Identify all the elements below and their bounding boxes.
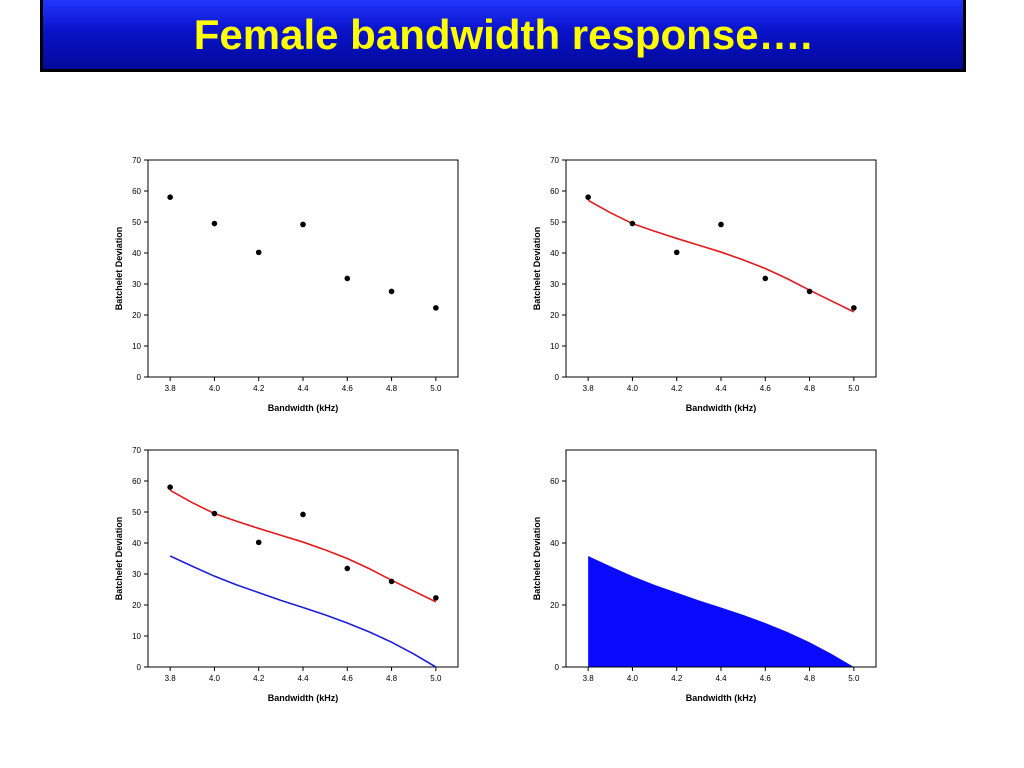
- data-point: [718, 221, 724, 228]
- x-tick-label: 4.8: [804, 674, 816, 683]
- y-axis-label: Batchelet Deviation: [532, 227, 542, 311]
- data-point: [211, 510, 218, 517]
- y-tick-label: 30: [132, 570, 141, 579]
- x-tick-label: 4.6: [342, 674, 354, 683]
- data-point: [629, 220, 636, 227]
- y-tick-label: 70: [550, 156, 559, 165]
- y-tick-label: 0: [137, 663, 142, 672]
- data-point: [388, 578, 395, 585]
- x-tick-label: 4.8: [386, 384, 398, 393]
- area-series-0: [588, 556, 854, 667]
- x-tick-label: 3.8: [165, 674, 177, 683]
- y-tick-label: 30: [132, 280, 141, 289]
- chart-top-left: 0 10 20 30 40 50 60 70 3.8 4.0 4.2 4.4 4.6 4.8 5.0 Band…: [114, 156, 459, 413]
- slide-title-bar: Female bandwidth response….: [40, 0, 966, 72]
- x-tick-label: 4.4: [297, 384, 309, 393]
- x-tick-label: 4.0: [209, 674, 221, 683]
- x-tick-label: 4.6: [760, 384, 772, 393]
- x-tick-label: 3.8: [583, 674, 595, 683]
- data-point: [762, 275, 769, 282]
- x-tick-label: 5.0: [848, 674, 860, 683]
- y-tick-label: 0: [137, 373, 142, 382]
- y-tick-label: 50: [550, 218, 559, 227]
- y-tick-label: 40: [550, 539, 559, 548]
- data-point: [806, 288, 813, 295]
- data-point: [585, 194, 591, 200]
- plot-frame: [147, 159, 459, 378]
- y-tick-label: 40: [132, 539, 141, 548]
- x-tick-label: 4.2: [671, 384, 683, 393]
- data-point: [255, 249, 262, 256]
- y-tick-label: 0: [555, 663, 560, 672]
- x-tick-label: 4.6: [760, 674, 772, 683]
- x-tick-label: 4.2: [253, 384, 265, 393]
- x-tick-label: 4.0: [209, 384, 221, 393]
- data-point: [255, 539, 262, 546]
- x-tick-label: 5.0: [430, 674, 442, 683]
- x-tick-label: 4.2: [253, 674, 265, 683]
- data-point: [673, 249, 680, 256]
- y-tick-label: 60: [132, 187, 141, 196]
- data-point: [211, 220, 218, 227]
- y-tick-label: 50: [132, 218, 141, 227]
- data-point: [300, 221, 306, 228]
- data-point: [851, 305, 857, 311]
- y-tick-label: 70: [132, 156, 141, 165]
- y-tick-label: 30: [550, 280, 559, 289]
- data-point: [167, 194, 173, 200]
- x-tick-label: 3.8: [583, 384, 595, 393]
- x-tick-label: 4.4: [715, 384, 727, 393]
- x-tick-label: 4.6: [342, 384, 354, 393]
- y-tick-label: 40: [132, 249, 141, 258]
- line-series-1: [169, 555, 437, 668]
- x-tick-label: 4.8: [386, 674, 398, 683]
- plot-frame: [565, 159, 877, 378]
- x-tick-label: 4.4: [715, 674, 727, 683]
- data-point: [167, 484, 173, 490]
- y-axis-label: Batchelet Deviation: [114, 227, 124, 311]
- x-tick-label: 4.8: [804, 384, 816, 393]
- x-tick-label: 4.0: [627, 674, 639, 683]
- y-axis-label: Batchelet Deviation: [532, 517, 542, 601]
- data-point: [344, 565, 351, 572]
- data-point: [344, 275, 351, 282]
- y-tick-label: 50: [132, 508, 141, 517]
- y-tick-label: 10: [132, 632, 141, 641]
- data-point: [388, 288, 395, 295]
- y-tick-label: 60: [550, 477, 559, 486]
- x-tick-label: 4.2: [671, 674, 683, 683]
- chart-bottom-right: 0 20 40 60 3.8 4.0 4.2 4.4 4.6 4.8 5.0 Bandwidth (k…: [532, 449, 877, 703]
- line-series-0: [587, 199, 855, 313]
- data-point: [433, 595, 439, 601]
- y-tick-label: 60: [132, 477, 141, 486]
- slide-title: Female bandwidth response….: [193, 10, 813, 58]
- y-tick-label: 60: [550, 187, 559, 196]
- x-tick-label: 3.8: [165, 384, 177, 393]
- x-axis-label: Bandwidth (kHz): [686, 693, 757, 703]
- x-axis-label: Bandwidth (kHz): [268, 693, 339, 703]
- y-tick-label: 40: [550, 249, 559, 258]
- y-tick-label: 20: [550, 311, 559, 320]
- x-tick-label: 5.0: [848, 384, 860, 393]
- y-tick-label: 10: [132, 342, 141, 351]
- x-axis-label: Bandwidth (kHz): [686, 403, 757, 413]
- x-axis-label: Bandwidth (kHz): [268, 403, 339, 413]
- plot-frame: [147, 449, 459, 668]
- y-tick-label: 0: [555, 373, 560, 382]
- y-tick-label: 10: [550, 342, 559, 351]
- data-point: [300, 511, 306, 518]
- y-axis-label: Batchelet Deviation: [114, 517, 124, 601]
- y-tick-label: 20: [550, 601, 559, 610]
- chart-bottom-left: 0 10 20 30 40 50 60 70 3.8 4.0 4.2 4.4 4.6 4.8 5.0 Band…: [114, 446, 459, 703]
- y-tick-label: 20: [132, 601, 141, 610]
- x-tick-label: 4.0: [627, 384, 639, 393]
- y-tick-label: 20: [132, 311, 141, 320]
- x-tick-label: 4.4: [297, 674, 309, 683]
- data-point: [433, 305, 439, 311]
- y-tick-label: 70: [132, 446, 141, 455]
- line-series-0: [169, 489, 437, 603]
- x-tick-label: 5.0: [430, 384, 442, 393]
- chart-top-right: 0 10 20 30 40 50 60 70 3.8 4.0 4.2 4.4 4.6 4.8 5.0 Band…: [532, 156, 877, 413]
